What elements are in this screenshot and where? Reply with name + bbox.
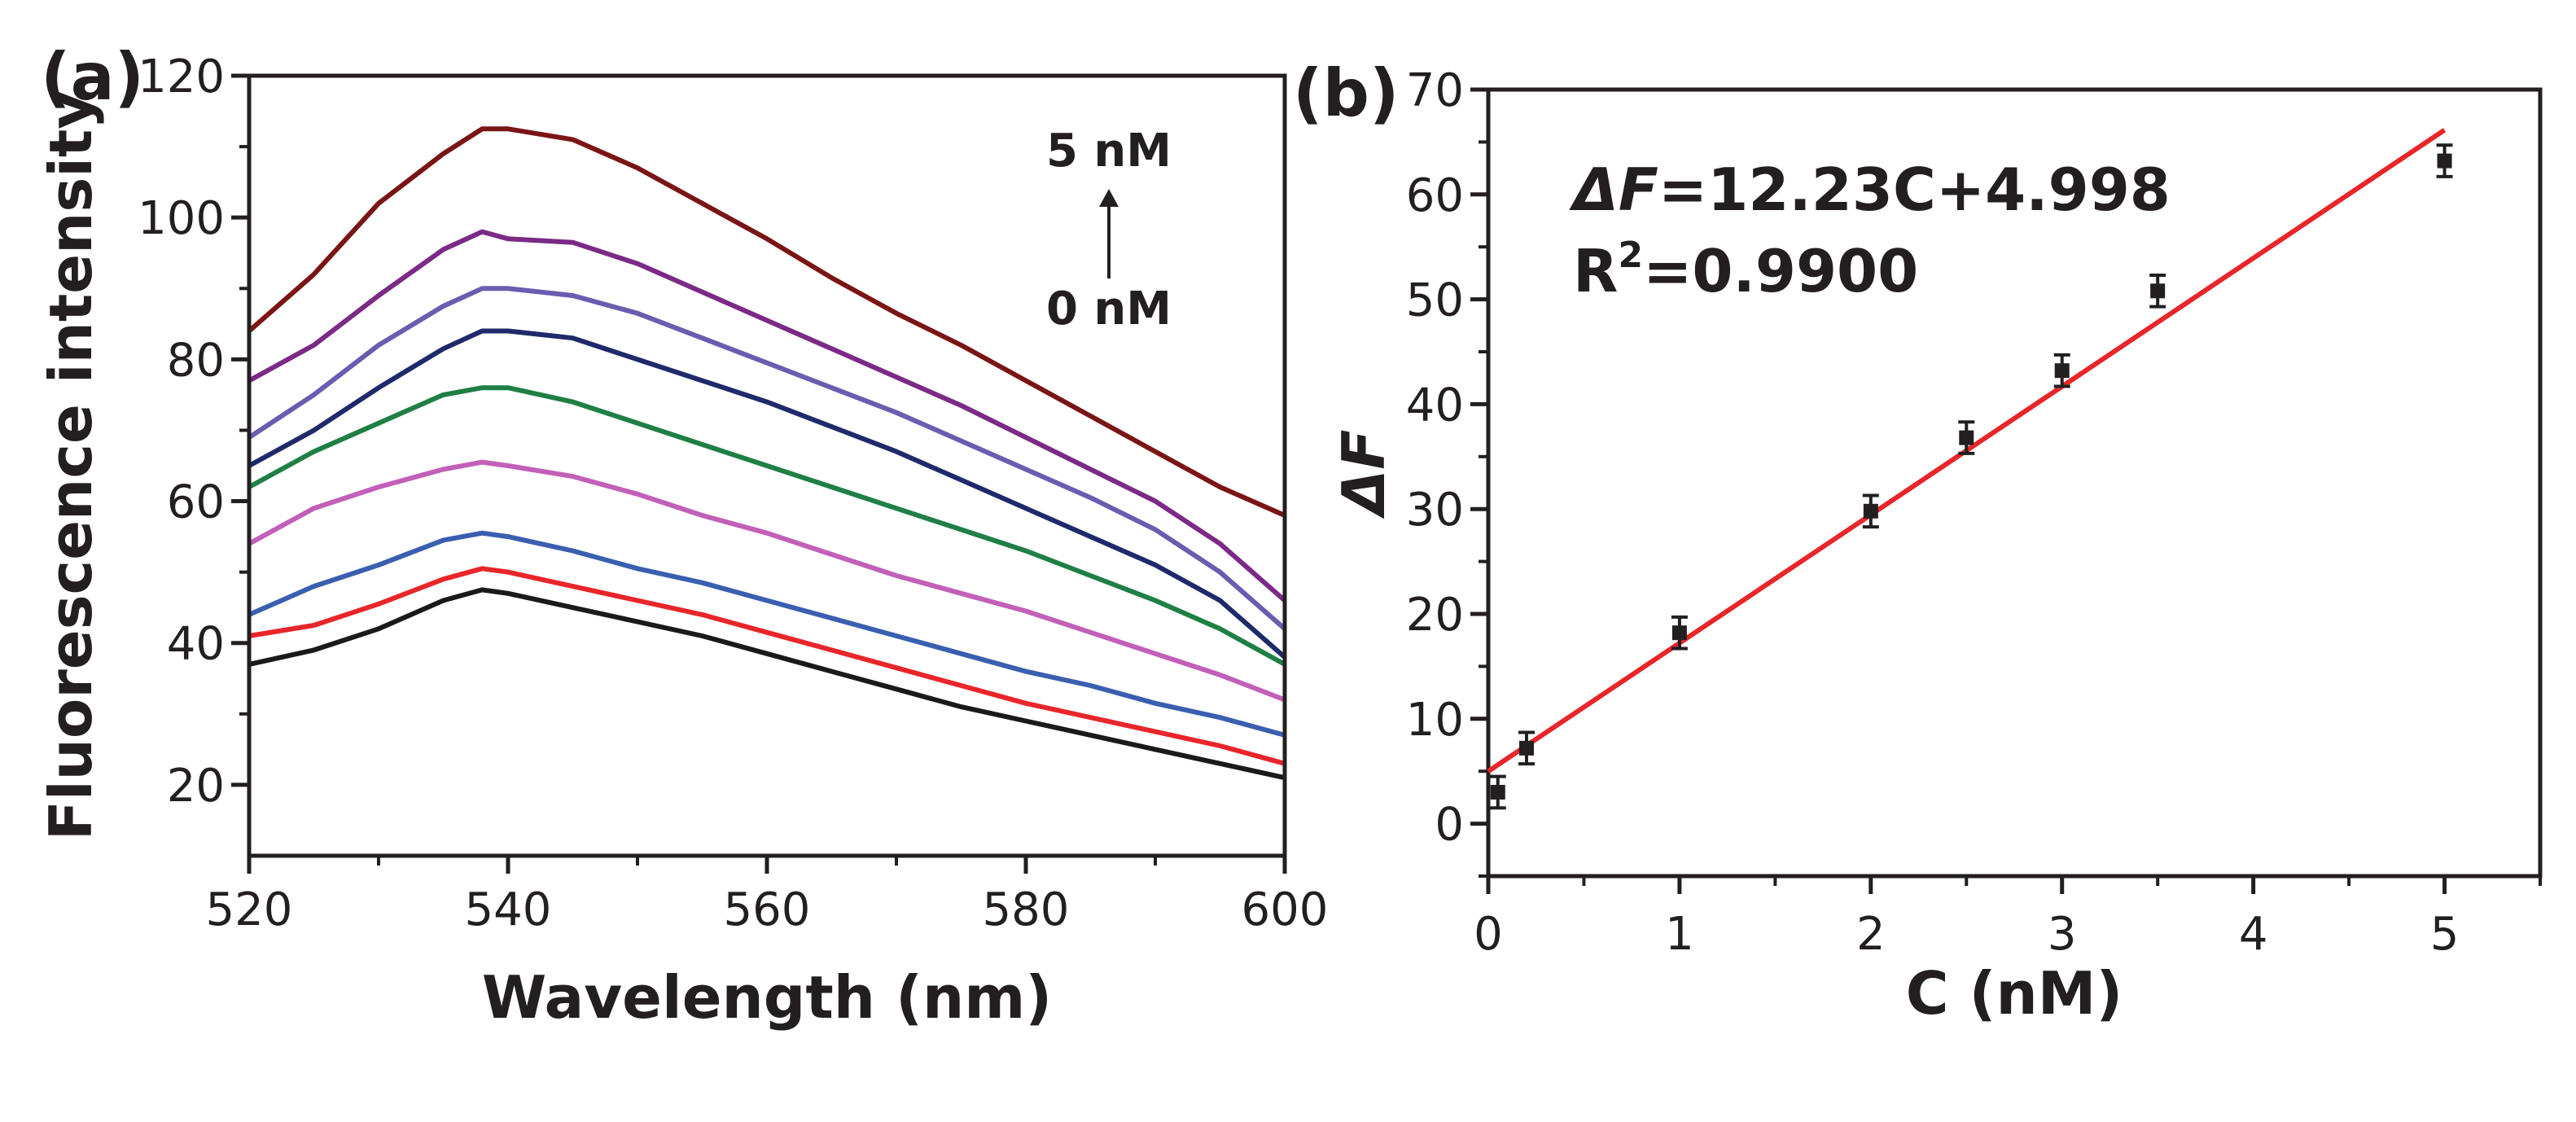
fit-equation-variable: ΔF [1569, 156, 1658, 224]
arrow-head [1099, 189, 1119, 207]
a-y-tick-label: 100 [138, 192, 225, 245]
a-x-tick-label: 520 [206, 883, 293, 936]
data-point [1863, 503, 1878, 519]
b-x-tick-label: 1 [1665, 908, 1694, 961]
data-point [1490, 784, 1505, 800]
panel-a-y-axis-label: Fluorescence intensity [37, 91, 105, 840]
spectrum-line-8 [248, 126, 1286, 518]
spectrum-line-1 [248, 566, 1286, 766]
panel-a-x-axis-label: Wavelength (nm) [482, 963, 1052, 1032]
spectrum-line-2 [248, 530, 1286, 738]
a-x-tick-label: 580 [983, 883, 1070, 936]
b-y-tick-label: 10 [1406, 694, 1464, 747]
panel-b-label: (b) [1293, 55, 1399, 131]
a-y-tick-label: 80 [167, 334, 225, 387]
annotation-5nM: 5 nM [1046, 125, 1172, 178]
a-x-tick-label: 540 [465, 883, 552, 936]
data-point [2054, 363, 2070, 379]
b-x-tick-label: 4 [2239, 908, 2268, 961]
r-squared-base: R [1573, 237, 1618, 305]
b-x-tick-label: 2 [1856, 908, 1886, 961]
a-y-tick-label: 20 [167, 760, 225, 813]
spectrum-line-6 [248, 286, 1286, 631]
fit-equation-body: =12.23C+4.998 [1658, 156, 2171, 224]
a-y-tick-label: 120 [138, 50, 225, 103]
a-y-tick-label: 40 [167, 618, 225, 671]
spectrum-line-3 [248, 459, 1286, 703]
b-x-tick-label: 3 [2048, 908, 2077, 961]
panel-b-frame [1486, 87, 2543, 879]
data-point [1959, 430, 1974, 445]
r-squared-superscript: 2 [1618, 234, 1643, 276]
panel-b-x-ticks: 0 1 2 3 4 5 [1474, 876, 2542, 961]
b-y-tick-label: 50 [1406, 274, 1464, 327]
panel-a: (a) 520 540 560 580 600 20 40 60 80 100 120 Wavel… [37, 39, 1328, 1032]
a-y-tick-label: 60 [167, 476, 225, 529]
panel-a-x-ticks: 520 540 560 580 600 [206, 856, 1329, 936]
data-point [1671, 625, 1687, 641]
panel-a-series-lines [248, 126, 1286, 781]
r-squared: R2=0.9900 [1573, 234, 1918, 305]
annotation-0nM: 0 nM [1046, 283, 1172, 335]
spectrum-line-5 [248, 328, 1286, 660]
panel-b-data-points [1489, 143, 2453, 810]
panel-a-label: (a) [41, 39, 144, 115]
spectrum-line-7 [248, 229, 1286, 603]
panel-b-y-axis-label: ΔF [1330, 430, 1398, 519]
data-point [2437, 153, 2452, 169]
b-y-tick-label: 30 [1406, 484, 1464, 537]
b-y-tick-label: 20 [1406, 589, 1464, 642]
a-x-tick-label: 600 [1242, 883, 1329, 936]
b-y-tick-label: 0 [1435, 799, 1464, 852]
data-point [2150, 283, 2166, 299]
b-x-tick-label: 5 [2430, 908, 2460, 961]
a-x-tick-label: 560 [724, 883, 811, 936]
panel-b-y-ticks: 0 10 20 30 40 50 60 70 [1406, 64, 1488, 878]
panel-a-y-ticks: 20 40 60 80 100 120 [138, 50, 249, 813]
b-x-tick-label: 0 [1474, 908, 1503, 961]
fit-equation: ΔF=12.23C+4.998 [1569, 156, 2171, 224]
data-point [1518, 740, 1534, 756]
r-squared-value: =0.9900 [1643, 237, 1918, 305]
spectrum-line-0 [248, 587, 1286, 781]
b-y-tick-label: 70 [1406, 64, 1464, 117]
panel-b-x-axis-label: C (nM) [1906, 959, 2123, 1028]
b-y-tick-label: 40 [1406, 379, 1464, 432]
b-y-tick-label: 60 [1406, 169, 1464, 222]
spectrum-line-4 [248, 385, 1286, 667]
